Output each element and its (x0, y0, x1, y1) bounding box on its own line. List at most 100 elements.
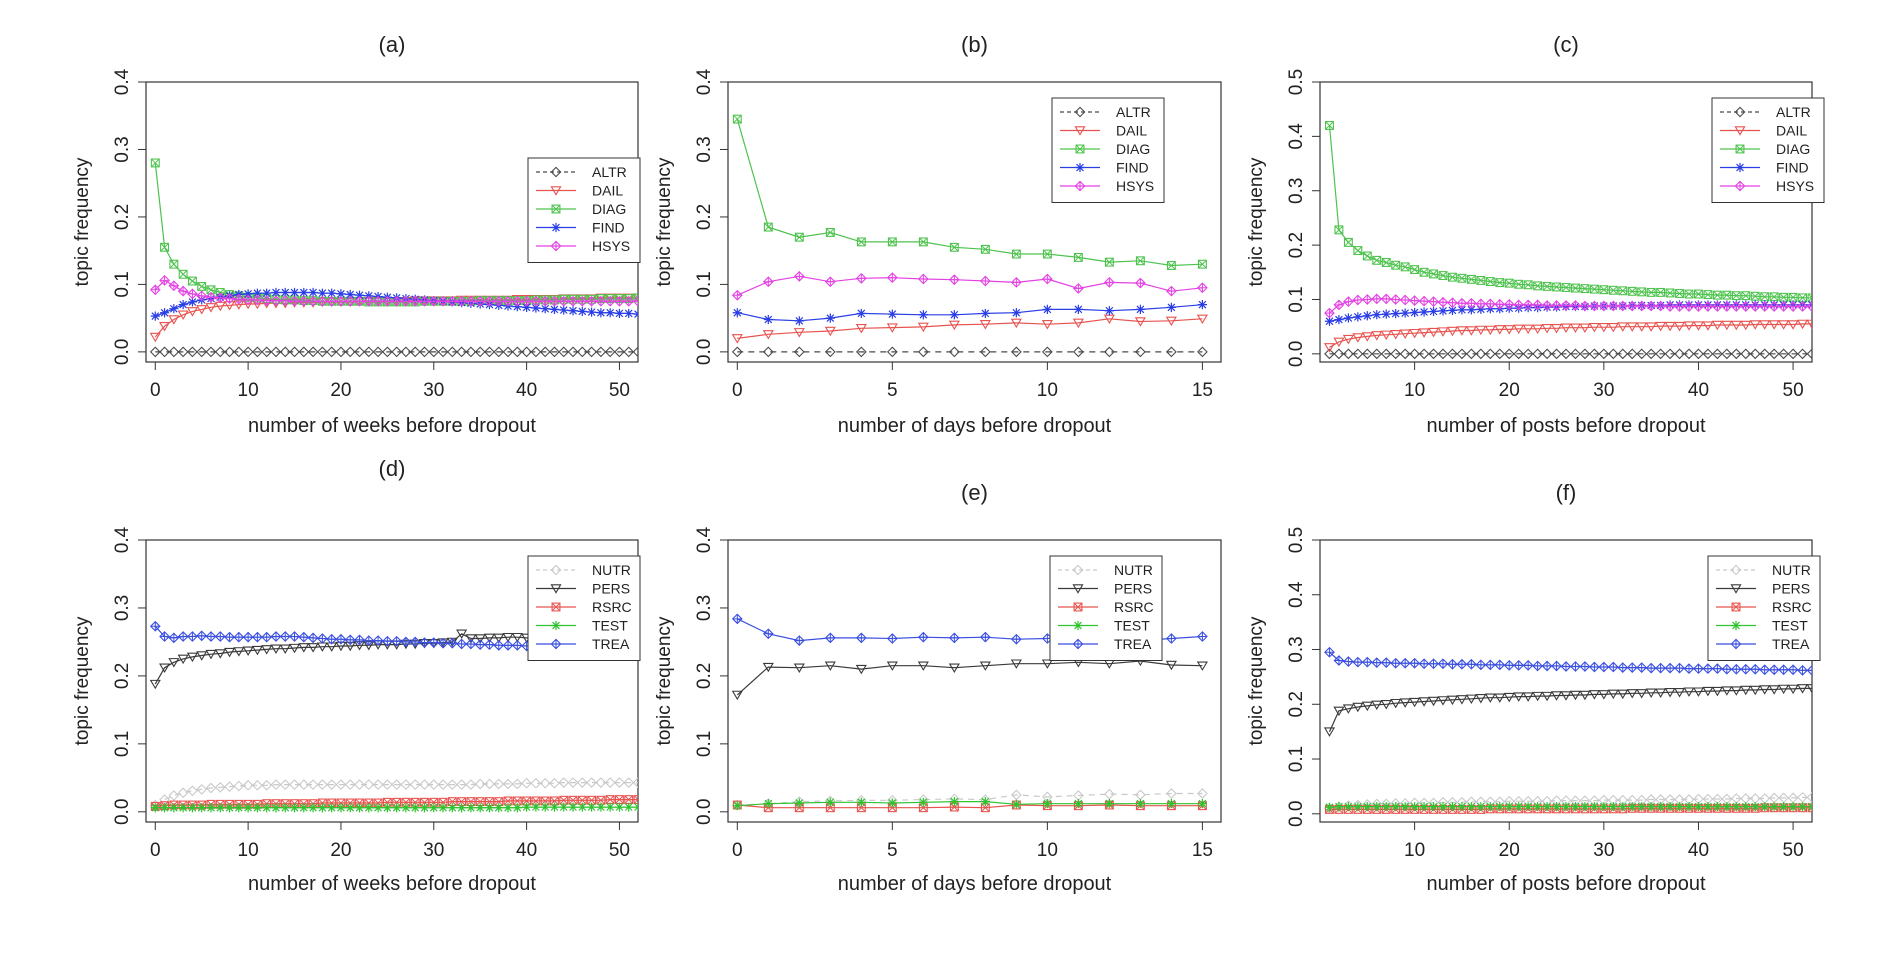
legend-box (1707, 555, 1821, 661)
data-point (1569, 323, 1582, 333)
data-point (381, 635, 393, 647)
data-point (794, 316, 804, 326)
data-point (1456, 297, 1468, 309)
data-point (512, 302, 522, 312)
data-point (632, 346, 638, 358)
x-tick-label: 30 (1593, 380, 1614, 401)
data-point (270, 779, 282, 791)
data-point (1428, 658, 1439, 670)
data-point (1806, 664, 1812, 676)
data-point (1702, 663, 1714, 675)
data-point (1513, 299, 1525, 311)
data-point (289, 295, 300, 307)
data-point (1693, 348, 1704, 360)
data-point (1731, 620, 1741, 631)
data-point (1665, 288, 1675, 298)
data-point (595, 777, 607, 788)
data-point (289, 346, 300, 358)
data-point (1571, 283, 1580, 293)
data-point (886, 346, 898, 358)
y-tick-label: 0.3 (112, 595, 133, 621)
data-point (242, 631, 254, 643)
data-point (1608, 285, 1618, 295)
data-point (1759, 685, 1771, 695)
data-point (326, 779, 338, 791)
data-point (1495, 278, 1505, 288)
data-point (1353, 246, 1363, 256)
data-point (299, 803, 309, 813)
data-point (614, 295, 625, 307)
data-point (624, 802, 634, 812)
data-point (214, 781, 226, 793)
data-point (1409, 295, 1420, 306)
data-point (316, 779, 328, 791)
data-point (1135, 256, 1145, 266)
data-point (1730, 564, 1742, 576)
y-tick-label: 0.1 (694, 271, 715, 297)
data-point (224, 803, 235, 813)
data-point (551, 204, 561, 214)
data-point (1409, 328, 1421, 339)
data-point (465, 295, 477, 307)
x-axis-label: number of weeks before dropout (248, 873, 536, 895)
data-point (316, 633, 328, 644)
data-point (270, 346, 282, 358)
data-point (530, 346, 542, 358)
series-nutr (149, 777, 638, 811)
data-point (949, 310, 959, 320)
data-point (522, 802, 532, 812)
data-point (437, 295, 449, 307)
data-point (632, 295, 638, 307)
data-point (1390, 657, 1402, 669)
data-point (1484, 348, 1496, 360)
data-point (1166, 346, 1177, 358)
data-point (521, 346, 532, 358)
data-point (1740, 320, 1752, 331)
legend-label-test: TEST (1772, 618, 1808, 634)
data-point (731, 289, 743, 301)
data-point (1730, 638, 1742, 650)
data-point (1759, 664, 1771, 676)
data-point (1722, 802, 1732, 812)
data-point (223, 647, 236, 658)
data-point (550, 166, 562, 178)
legend-label-rsrc: RSRC (1114, 599, 1154, 615)
y-tick-label: 0.5 (1286, 69, 1307, 95)
series-altr (149, 346, 638, 358)
data-point (1072, 584, 1084, 594)
data-point (1683, 321, 1695, 331)
data-point (1721, 301, 1733, 312)
x-tick-label: 10 (238, 840, 259, 861)
data-point (1418, 348, 1430, 360)
data-point (1446, 695, 1459, 706)
data-point (1730, 320, 1742, 331)
data-point (1197, 799, 1207, 809)
data-point (493, 639, 505, 651)
data-point (456, 779, 468, 791)
legend-box (527, 157, 641, 263)
data-point (1522, 660, 1534, 671)
data-point (1645, 662, 1657, 674)
data-point (1457, 802, 1467, 812)
data-point (307, 295, 319, 307)
data-point (1636, 348, 1648, 360)
data-point (214, 292, 226, 304)
data-point (1165, 660, 1177, 671)
data-point (252, 631, 263, 643)
data-point (187, 346, 198, 358)
data-point (344, 634, 356, 646)
data-point (586, 307, 597, 317)
data-point (979, 319, 991, 330)
data-point (539, 295, 551, 307)
data-point (1353, 802, 1363, 812)
data-point (1409, 657, 1420, 669)
data-point (1797, 301, 1808, 312)
data-point (1103, 346, 1115, 358)
data-point (856, 308, 866, 319)
data-point (1166, 302, 1176, 312)
data-point (540, 802, 550, 812)
data-point (1399, 294, 1411, 306)
data-point (1589, 348, 1600, 360)
data-point (364, 803, 374, 813)
data-point (1371, 293, 1383, 305)
